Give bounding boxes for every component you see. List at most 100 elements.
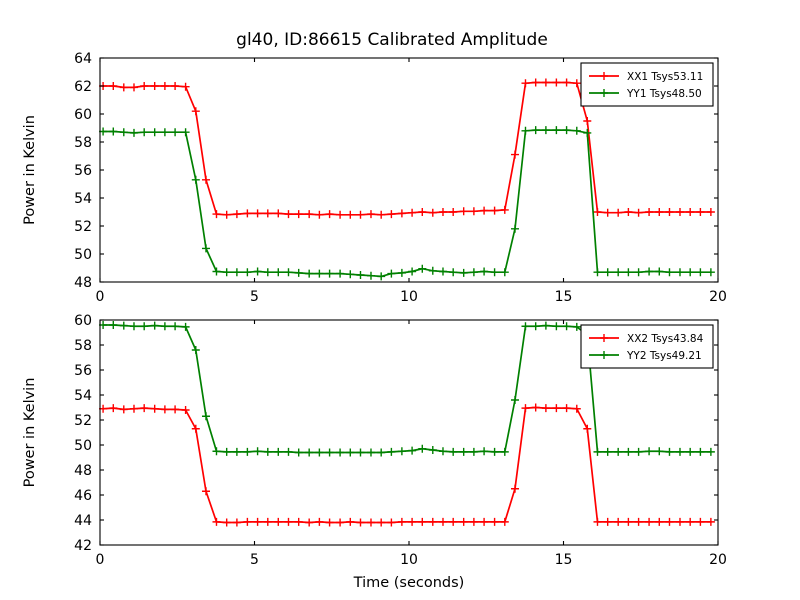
data-point-marker [706,208,715,216]
data-point-marker [541,321,550,330]
data-point-marker [397,517,406,526]
data-point-marker [201,487,210,496]
x-tick-label: 20 [709,289,727,305]
data-point-marker [418,208,427,216]
y-tick-label: 56 [74,363,92,379]
data-point-marker [500,205,509,214]
data-point-marker [274,517,283,526]
x-tick-label: 0 [96,289,105,305]
data-point-marker [181,406,190,414]
data-point-marker [459,268,468,277]
data-point-marker [541,404,550,413]
data-point-marker [510,396,519,404]
data-point-marker [603,447,612,456]
data-point-marker [171,128,180,137]
data-point-marker [500,447,509,456]
data-point-marker [686,268,695,277]
data-point-marker [634,447,643,456]
data-point-marker [284,447,293,456]
data-point-marker [387,518,396,527]
data-point-marker [243,268,252,277]
data-point-marker [181,322,190,331]
data-point-marker [675,517,684,526]
data-point-marker [356,210,365,219]
data-point-marker [346,210,355,219]
y-tick-label: 58 [74,135,92,151]
data-point-marker [624,447,633,456]
legend-box [580,62,714,107]
data-point-marker [706,447,715,456]
chart-title: gl40, ID:86615 Calibrated Amplitude [236,30,548,50]
data-point-marker [552,78,561,87]
data-point-marker [366,518,375,527]
data-point-marker [438,447,447,456]
x-tick-label: 15 [555,552,573,568]
data-point-marker [480,206,489,215]
data-point-marker [696,517,705,526]
data-point-marker [377,518,386,527]
series-red [99,403,715,527]
data-point-marker [315,517,324,526]
data-point-marker [366,271,375,280]
y-tick-label: 52 [74,413,92,429]
data-point-marker [243,517,252,526]
legend-box [580,324,714,369]
data-point-marker [531,322,540,331]
data-point-marker [593,208,602,216]
data-point-marker [572,126,581,135]
data-point-marker [191,424,200,433]
x-tick-label: 0 [96,552,105,568]
data-point-marker [284,268,293,277]
data-point-marker [480,267,489,276]
data-point-marker [634,268,643,277]
data-point-marker [418,444,427,453]
data-point-marker [500,517,509,526]
data-point-marker [253,447,262,456]
data-point-marker [346,517,355,526]
y-tick-label: 48 [74,275,92,291]
data-point-marker [500,268,509,277]
data-point-marker [675,268,684,277]
data-point-marker [603,268,612,277]
data-point-marker [212,267,221,276]
data-point-marker [541,126,550,135]
data-point-marker [212,210,221,219]
data-point-marker [222,518,231,527]
data-point-marker [408,517,417,526]
data-point-marker [531,126,540,135]
legend-swatch-marker [600,334,608,342]
data-point-marker [150,82,159,90]
data-point-marker [119,321,128,330]
data-point-marker [346,448,355,457]
data-point-marker [222,210,231,219]
data-point-marker [624,268,633,277]
data-point-marker [490,517,499,526]
data-point-marker [686,447,695,456]
data-point-marker [562,322,571,331]
data-point-marker [191,107,200,116]
legend-label: YY2 Tsys49.21 [626,350,702,362]
data-point-marker [201,244,210,253]
data-point-marker [438,208,447,216]
x-tick-label: 20 [709,552,727,568]
data-point-marker [171,405,180,414]
data-point-marker [274,447,283,456]
data-point-marker [603,517,612,526]
data-point-marker [438,267,447,276]
data-point-marker [469,517,478,526]
data-point-marker [480,447,489,456]
data-point-marker [284,517,293,526]
data-point-marker [583,128,592,137]
y-tick-label: 52 [74,219,92,235]
data-point-marker [408,208,417,217]
data-point-marker [469,447,478,456]
data-point-marker [541,78,550,87]
data-point-marker [552,404,561,413]
data-point-marker [665,268,674,277]
data-point-marker [315,448,324,457]
data-point-marker [377,210,386,219]
y-tick-label: 60 [74,313,92,329]
data-point-marker [263,268,272,277]
